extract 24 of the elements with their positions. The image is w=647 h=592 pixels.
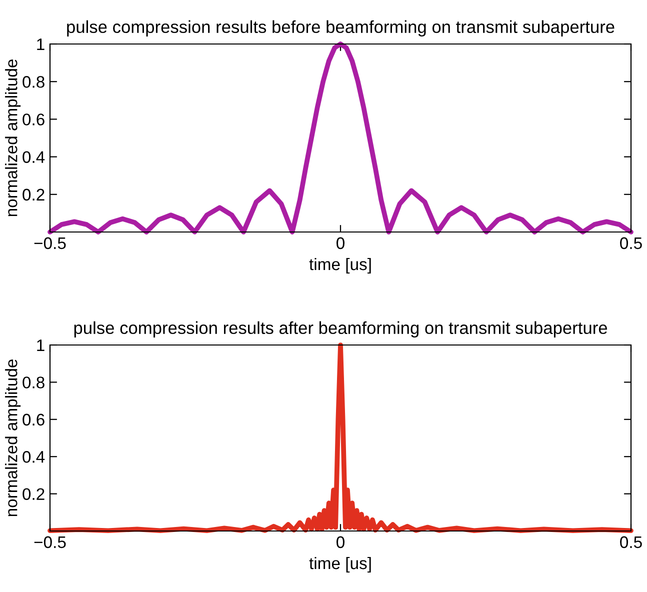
y-tick-label: 0.6 xyxy=(22,414,44,426)
x-tick-label: 0.5 xyxy=(620,237,642,250)
y-tick-label: 0.8 xyxy=(22,76,44,88)
y-tick-label: 0.2 xyxy=(22,188,44,201)
y-tick-label: 0.6 xyxy=(22,114,44,126)
y-tick-label: 0.2 xyxy=(22,488,44,500)
x-tick-label: 0 xyxy=(336,237,344,250)
y-tick-label: 0.4 xyxy=(22,451,45,463)
x-tick-label: 0.5 xyxy=(620,536,642,548)
x-tick-label: 0 xyxy=(336,536,344,548)
line-series xyxy=(48,342,634,534)
y-axis-title: normalized amplitude xyxy=(5,360,21,516)
y-tick-label: 0.8 xyxy=(22,376,44,388)
x-tick-label: −0.5 xyxy=(34,237,66,250)
line-series xyxy=(48,42,634,234)
y-tick-label: 0.4 xyxy=(22,151,45,164)
x-axis-title: time [us] xyxy=(309,556,371,572)
y-tick-label: 1 xyxy=(37,38,44,50)
x-tick-label: −0.5 xyxy=(34,536,66,548)
y-axis-title: normalized amplitude xyxy=(5,60,21,216)
x-axis-title: time [us] xyxy=(309,258,371,274)
y-tick-label: 1 xyxy=(37,340,44,352)
chart-title: pulse compression results before beamforming on transmit subaperture xyxy=(67,20,614,36)
chart-title: pulse compression results after beamforming on transmit subaperture xyxy=(74,321,608,338)
